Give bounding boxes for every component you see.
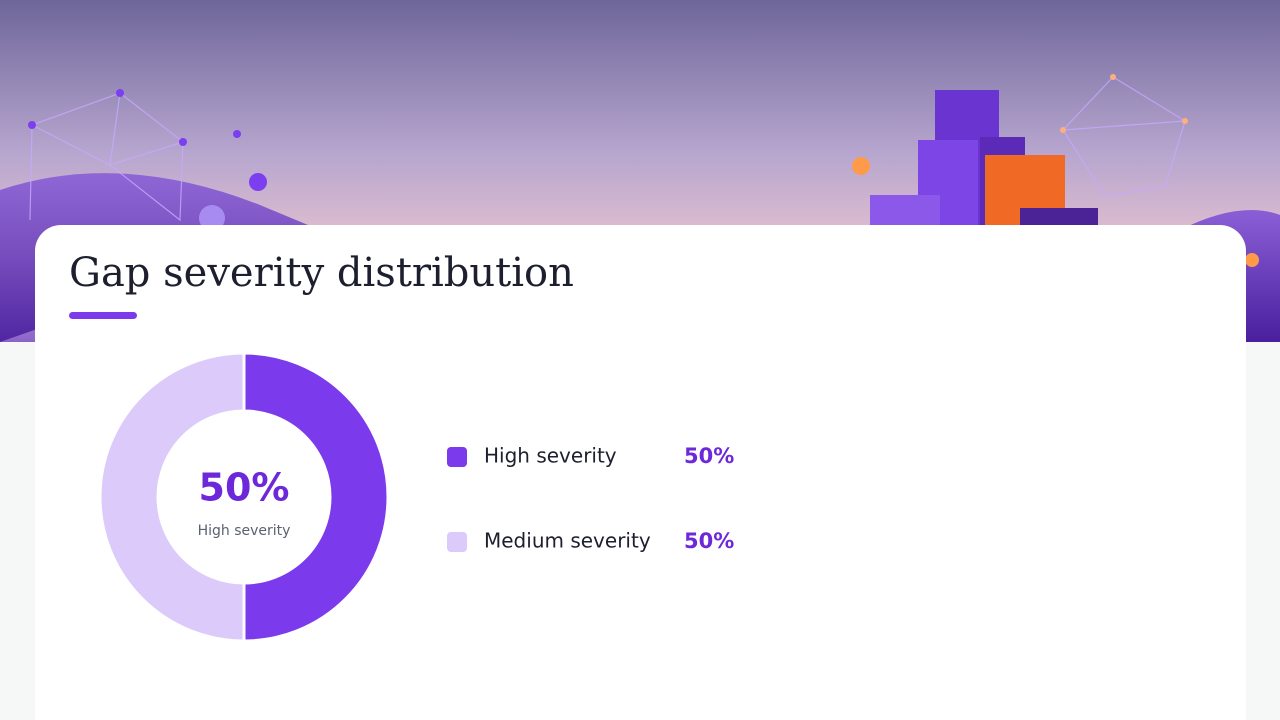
title-underline: [69, 312, 137, 319]
legend-label: High severity: [484, 444, 617, 468]
legend-swatch: [447, 447, 467, 467]
legend-label: Medium severity: [484, 529, 651, 553]
center-value: 50%: [199, 466, 290, 510]
legend-value: 50%: [684, 444, 734, 468]
center-label: High severity: [198, 523, 291, 539]
donut: [98, 351, 390, 643]
chart-title: Gap severity distribution: [69, 250, 574, 296]
legend-swatch: [447, 532, 467, 552]
slice: [98, 351, 246, 643]
legend: High severity 50% Medium severity 50%: [447, 444, 734, 553]
legend-value: 50%: [684, 529, 734, 553]
slice: [242, 351, 390, 643]
